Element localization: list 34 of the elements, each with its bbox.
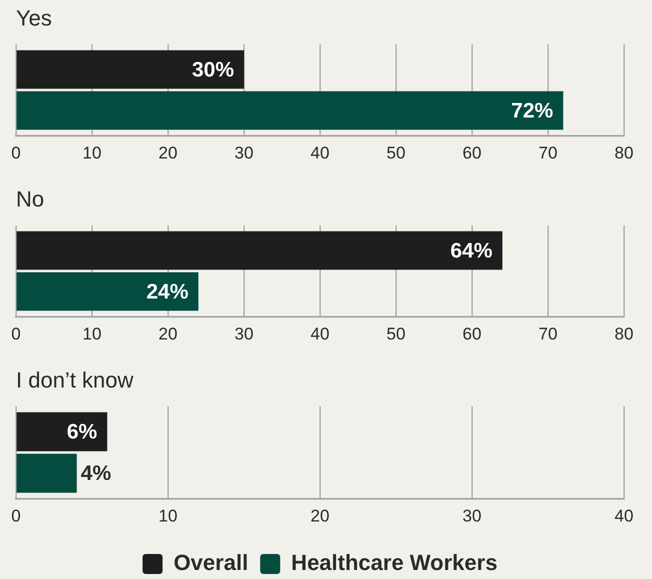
x-tick-label: 30 [234,143,254,162]
legend-label: Overall [174,550,248,576]
x-tick-label: 50 [386,143,406,162]
chart-title: No [16,186,44,212]
data-label: 4% [80,462,112,486]
x-tick-label: 20 [158,143,178,162]
legend-label: Healthcare Workers [291,550,498,576]
x-tick-label: 10 [82,143,102,162]
x-tick-label: 0 [11,324,21,344]
data-label: 30% [192,58,234,82]
x-tick-label: 40 [614,506,634,526]
x-tick-label: 0 [11,506,21,526]
x-tick-label: 50 [386,324,406,344]
data-label: 72% [511,99,554,122]
x-tick-label: 80 [614,143,634,162]
data-label: 6% [66,420,98,444]
x-tick-label: 20 [310,506,330,526]
x-tick-label: 30 [462,506,482,526]
x-tick-label: 10 [158,506,178,526]
data-label: 24% [146,280,189,304]
x-tick-label: 20 [158,324,178,344]
x-tick-label: 40 [310,143,330,162]
x-tick-label: 30 [234,324,254,344]
x-tick-label: 60 [462,143,482,162]
x-tick-label: 60 [462,324,482,344]
x-tick-label: 80 [614,324,634,344]
x-tick-label: 40 [310,324,330,344]
x-tick-label: 70 [538,143,558,162]
x-tick-label: 0 [11,143,21,162]
x-tick-label: 10 [82,324,102,344]
chart-title: I don’t know [16,367,134,392]
data-label: 64% [450,239,493,262]
x-tick-label: 70 [538,324,558,344]
chart-title: Yes [16,5,52,30]
